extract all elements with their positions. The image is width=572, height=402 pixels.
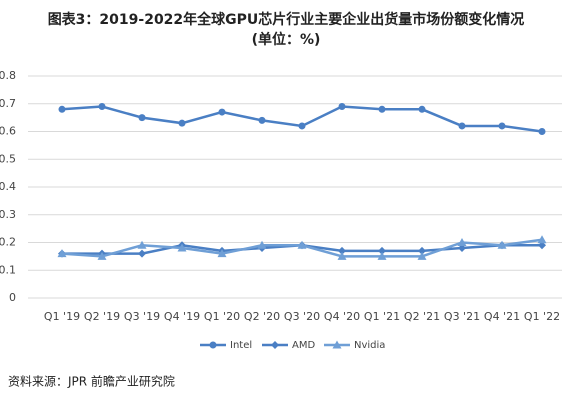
- legend-label: Intel: [230, 340, 252, 351]
- x-tick-label: Q2 '19: [84, 310, 120, 323]
- data-point: [337, 251, 347, 260]
- data-point: [498, 122, 506, 130]
- x-tick-label: Q1 '21: [364, 310, 400, 323]
- x-tick-label: Q3 '20: [284, 310, 320, 323]
- data-point: [97, 251, 107, 260]
- data-point: [58, 105, 66, 113]
- y-tick-label: 0.4: [0, 180, 16, 193]
- y-tick-label: 0.3: [0, 208, 16, 221]
- data-point: [338, 246, 346, 255]
- x-tick-label: Q2 '20: [244, 310, 280, 323]
- legend-marker: [209, 341, 217, 349]
- data-point: [537, 235, 547, 244]
- x-tick-label: Q4 '21: [484, 310, 520, 323]
- x-tick-label: Q1 '19: [44, 310, 80, 323]
- data-point: [297, 240, 307, 249]
- data-point: [458, 244, 466, 253]
- data-point: [458, 122, 466, 130]
- data-point: [497, 240, 507, 249]
- data-point: [538, 241, 546, 250]
- x-tick-label: Q4 '20: [324, 310, 360, 323]
- x-tick-label: Q3 '19: [124, 310, 160, 323]
- data-point: [137, 240, 147, 249]
- data-point: [138, 249, 146, 258]
- data-point: [258, 116, 266, 124]
- data-point: [298, 122, 306, 130]
- x-tick-label: Q1 '20: [204, 310, 240, 323]
- data-point: [418, 246, 426, 255]
- data-point: [138, 114, 146, 122]
- data-point: [217, 249, 227, 258]
- legend-label: AMD: [292, 340, 315, 351]
- x-tick-label: Q4 '19: [164, 310, 200, 323]
- data-point: [257, 240, 267, 249]
- data-point: [177, 243, 187, 252]
- data-point: [338, 103, 346, 111]
- y-tick-label: 0.1: [0, 263, 16, 276]
- data-point: [378, 246, 386, 255]
- y-tick-label: 0.6: [0, 125, 16, 138]
- y-tick-label: 0: [9, 291, 16, 304]
- data-point: [57, 249, 67, 258]
- x-tick-label: Q2 '21: [404, 310, 440, 323]
- data-point: [218, 108, 226, 116]
- data-point: [98, 103, 106, 111]
- data-point: [457, 238, 467, 246]
- chart-title: 图表3：2019-2022年全球GPU芯片行业主要企业出货量市场份额变化情况: [48, 11, 525, 28]
- data-point: [378, 105, 386, 113]
- data-point: [538, 128, 546, 135]
- data-point: [418, 105, 426, 113]
- legend-marker: [271, 341, 279, 349]
- data-point: [377, 251, 387, 260]
- chart-subtitle: (单位：%): [252, 31, 321, 48]
- y-tick-label: 0.7: [0, 97, 16, 110]
- x-tick-label: Q3 '21: [444, 310, 480, 323]
- data-point: [417, 251, 427, 260]
- legend-label: Nvidia: [354, 340, 385, 351]
- source-note: 资料来源：JPR 前瞻产业研究院: [8, 374, 175, 389]
- legend-marker: [332, 340, 342, 349]
- y-tick-label: 0.8: [0, 69, 16, 82]
- data-point: [178, 119, 186, 127]
- x-tick-label: Q1 '22: [524, 310, 560, 323]
- y-tick-label: 0.5: [0, 152, 16, 165]
- y-tick-label: 0.2: [0, 236, 16, 249]
